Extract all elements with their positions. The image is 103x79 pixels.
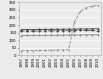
Internal medicine specialists (self-employed) [27,35,28,36]
Internal medicine specialists (self-employed) [56,35,57,36]
Paediatricians (self-employed) [33,31,34,32]
Paediatricians (self-employed) [80,30,81,31]
Internal medicine specialists (self-employed) [97,34,99,35]
Internal medicine specialists (self-employed) [33,35,34,36]
Internal medicine specialists (self-employed) [86,34,87,35]
Internal medicine specialists (self-employed) [91,34,93,35]
Internal medicine specialists (self-employed) [80,34,81,35]
Nurses (all sectors, including hospital) [74,22,75,23]
GP (family physicians) [68,29,69,30]
GP (family physicians) [44,29,46,30]
Nurses (all sectors, including hospital) [50,50,52,51]
Nurses (all sectors, including hospital) [33,50,34,51]
Line: Internal medicine specialists (self-employed): Internal medicine specialists (self-empl… [21,34,99,36]
Paediatricians (self-employed) [56,30,57,31]
GP (family physicians) [91,28,93,29]
Paediatricians (self-employed) [21,31,22,32]
GP (family physicians) [39,29,40,30]
Paediatricians (self-employed) [62,30,63,31]
GP (family physicians) [56,29,57,30]
GP (family physicians) [74,29,75,30]
GP (family physicians) [62,29,63,30]
Paediatricians (self-employed) [86,30,87,31]
Internal medicine specialists (self-employed) [44,35,46,36]
Paediatricians (self-employed) [97,31,99,32]
Paediatricians (self-employed) [91,30,93,31]
Paediatricians (self-employed) [44,30,46,31]
GP (family physicians) [27,29,28,30]
Nurses (all sectors, including hospital) [91,6,93,7]
Internal medicine specialists (self-employed) [39,35,40,36]
Line: GP (family physicians): GP (family physicians) [21,28,99,30]
Paediatricians (self-employed) [50,30,52,31]
GP (family physicians) [97,28,99,29]
Nurses (all sectors, including hospital) [21,50,22,51]
Nurses (all sectors, including hospital) [27,50,28,51]
Internal medicine specialists (self-employed) [50,35,52,36]
Nurses (all sectors, including hospital) [62,49,63,50]
Nurses (all sectors, including hospital) [80,11,81,12]
GP (family physicians) [33,29,34,30]
GP (family physicians) [21,29,22,30]
Nurses (all sectors, including hospital) [68,49,69,50]
Line: Nurses (all sectors, including hospital): Nurses (all sectors, including hospital) [21,5,99,51]
Nurses (all sectors, including hospital) [97,5,99,6]
Internal medicine specialists (self-employed) [21,35,22,36]
Paediatricians (self-employed) [27,31,28,32]
Paediatricians (self-employed) [39,30,40,31]
GP (family physicians) [50,29,52,30]
Paediatricians (self-employed) [74,30,75,31]
Paediatricians (self-employed) [68,30,69,31]
Line: Paediatricians (self-employed): Paediatricians (self-employed) [21,30,99,32]
Nurses (all sectors, including hospital) [44,50,46,51]
Nurses (all sectors, including hospital) [86,7,87,8]
Internal medicine specialists (self-employed) [74,34,75,35]
Nurses (all sectors, including hospital) [39,50,40,51]
